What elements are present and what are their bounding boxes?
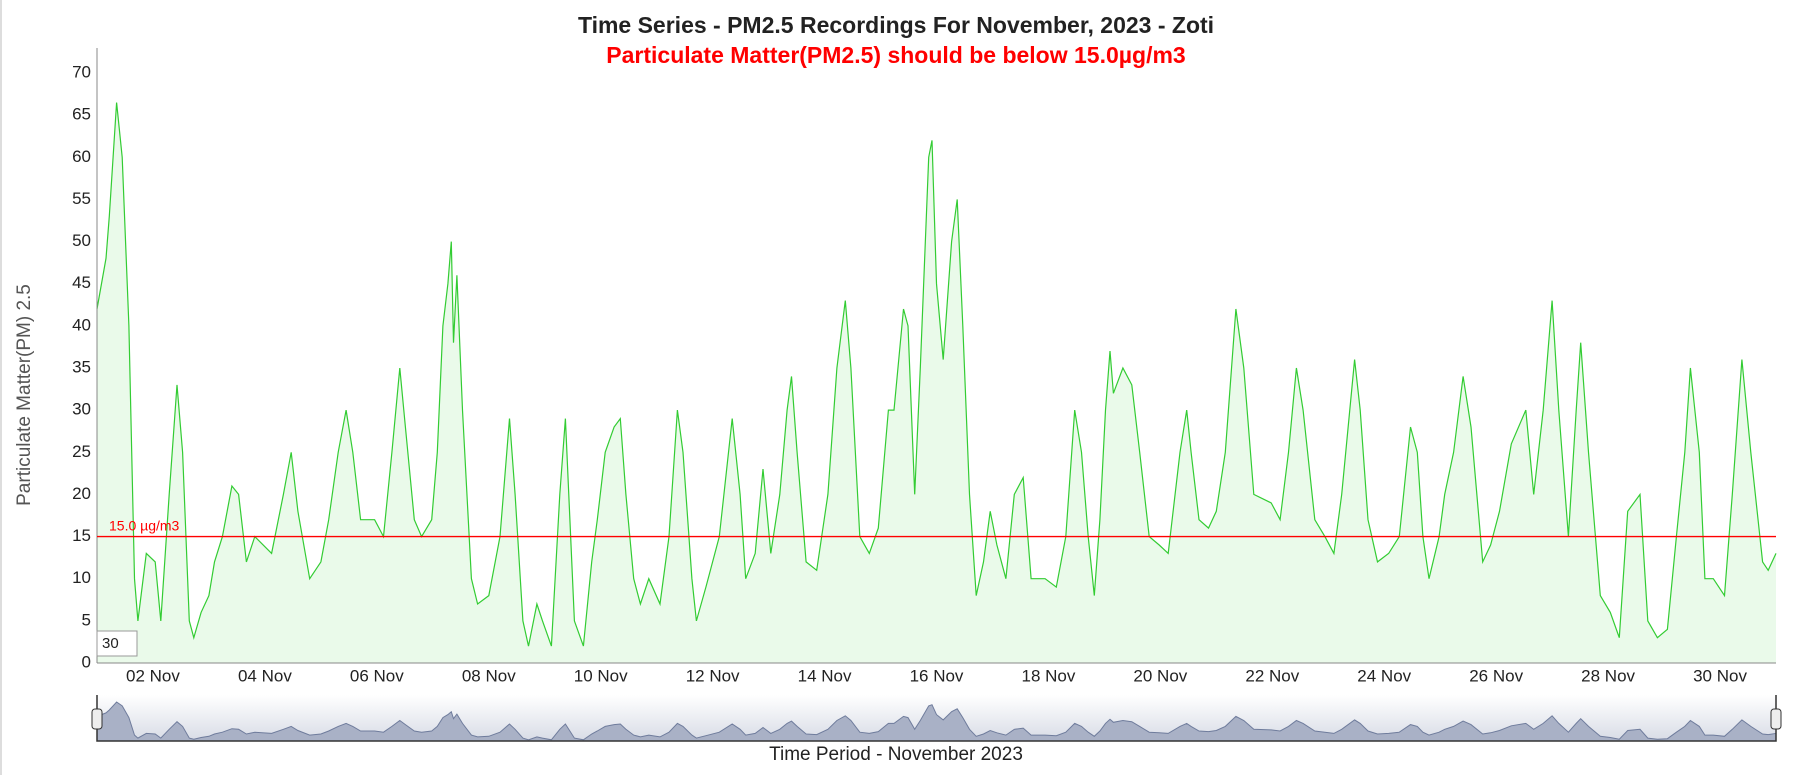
y-tick-label: 30 bbox=[72, 400, 91, 419]
y-tick-label: 5 bbox=[82, 610, 91, 629]
y-tick-label: 35 bbox=[72, 357, 91, 376]
y-tick-label: 15 bbox=[72, 526, 91, 545]
x-tick-label: 26 Nov bbox=[1469, 666, 1523, 685]
x-tick-label: 12 Nov bbox=[686, 666, 740, 685]
x-tick-label: 06 Nov bbox=[350, 666, 404, 685]
x-axis-label: Time Period - November 2023 bbox=[769, 744, 1023, 765]
rolling-period-box[interactable] bbox=[96, 630, 138, 657]
x-tick-label: 14 Nov bbox=[798, 666, 852, 685]
y-tick-label: 40 bbox=[72, 315, 91, 334]
x-tick-label: 04 Nov bbox=[238, 666, 292, 685]
y-tick-label: 70 bbox=[72, 62, 91, 81]
x-tick-label: 16 Nov bbox=[910, 666, 964, 685]
x-tick-label: 10 Nov bbox=[574, 666, 628, 685]
range-handle[interactable] bbox=[91, 708, 103, 730]
y-tick-label: 0 bbox=[82, 652, 91, 671]
x-tick-label: 30 Nov bbox=[1693, 666, 1747, 685]
range-handle[interactable] bbox=[1770, 708, 1782, 730]
y-tick-label: 60 bbox=[72, 147, 91, 166]
y-tick-label: 10 bbox=[72, 568, 91, 587]
range-selector-area bbox=[96, 701, 1777, 742]
y-tick-label: 25 bbox=[72, 442, 91, 461]
y-tick-label: 45 bbox=[72, 273, 91, 292]
x-tick-label: 18 Nov bbox=[1021, 666, 1075, 685]
x-tick-label: 08 Nov bbox=[462, 666, 516, 685]
x-tick-label: 02 Nov bbox=[126, 666, 180, 685]
rolling-period[interactable]: 30 bbox=[102, 635, 119, 652]
threshold-label: 15.0 µg/m3 bbox=[109, 517, 180, 533]
line bbox=[96, 102, 1777, 647]
x-tick-label: 28 Nov bbox=[1581, 666, 1635, 685]
x-tick-label: 20 Nov bbox=[1133, 666, 1187, 685]
x-tick-label: 24 Nov bbox=[1357, 666, 1411, 685]
area bbox=[97, 102, 1776, 663]
chart-subtitle: Particulate Matter(PM2.5) should be belo… bbox=[606, 42, 1185, 68]
y-tick-label: 65 bbox=[72, 105, 91, 124]
y-tick-label: 55 bbox=[72, 189, 91, 208]
chart-title: Time Series - PM2.5 Recordings For Novem… bbox=[578, 12, 1214, 38]
x-tick-label: 22 Nov bbox=[1245, 666, 1299, 685]
y-tick-label: 50 bbox=[72, 231, 91, 250]
y-tick-label: 20 bbox=[72, 484, 91, 503]
y-axis-label: Particulate Matter(PM) 2.5 bbox=[14, 284, 35, 506]
